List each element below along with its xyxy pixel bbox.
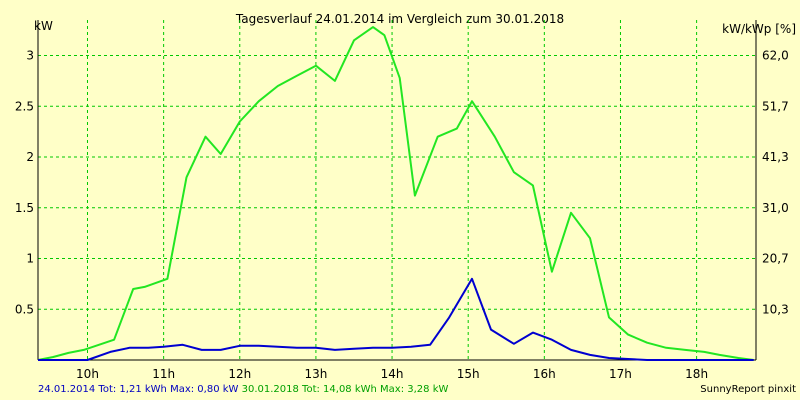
y-tick-label-left: 1.5 [15,201,34,215]
x-tick-label: 11h [152,367,175,381]
y-tick-label-left: 2.5 [15,99,34,113]
y-tick-label-right: 51,7 [762,99,789,113]
x-tick-label: 17h [609,367,632,381]
footer-credit: SunnyReport pinxit [700,384,796,395]
y-tick-label-left: 1 [26,252,34,266]
series-line [37,26,754,361]
y-tick-label-right: 20,7 [762,252,789,266]
y-tick-label-right: 41,3 [762,150,789,164]
y-tick-label-left: 2 [26,150,34,164]
x-tick-label: 14h [381,367,404,381]
x-tick-label: 15h [457,367,480,381]
series-line [38,277,754,361]
x-tick-label: 10h [76,367,99,381]
y-axis-left-unit: kW [34,19,53,33]
x-tick-label: 18h [685,367,708,381]
y-tick-label-left: 3 [26,49,34,63]
y-tick-label-left: 0.5 [15,302,34,316]
summary-2014: 24.01.2014 Tot: 1,21 kWh Max: 0,80 kW [38,384,239,395]
x-tick-label: 13h [304,367,327,381]
x-tick-label: 12h [228,367,251,381]
y-tick-label-right: 31,0 [762,201,789,215]
footer-summary: 24.01.2014 Tot: 1,21 kWh Max: 0,80 kW 30… [38,384,448,395]
summary-2018: 30.01.2018 Tot: 14,08 kWh Max: 3,28 kW [241,384,449,395]
y-tick-label-right: 62,0 [762,49,789,63]
y-axis-right-unit: kW/kWp [%] [722,22,796,36]
chart-title: Tagesverlauf 24.01.2014 im Vergleich zum… [235,12,565,26]
y-tick-label-right: 10,3 [762,302,789,316]
x-tick-label: 16h [533,367,556,381]
